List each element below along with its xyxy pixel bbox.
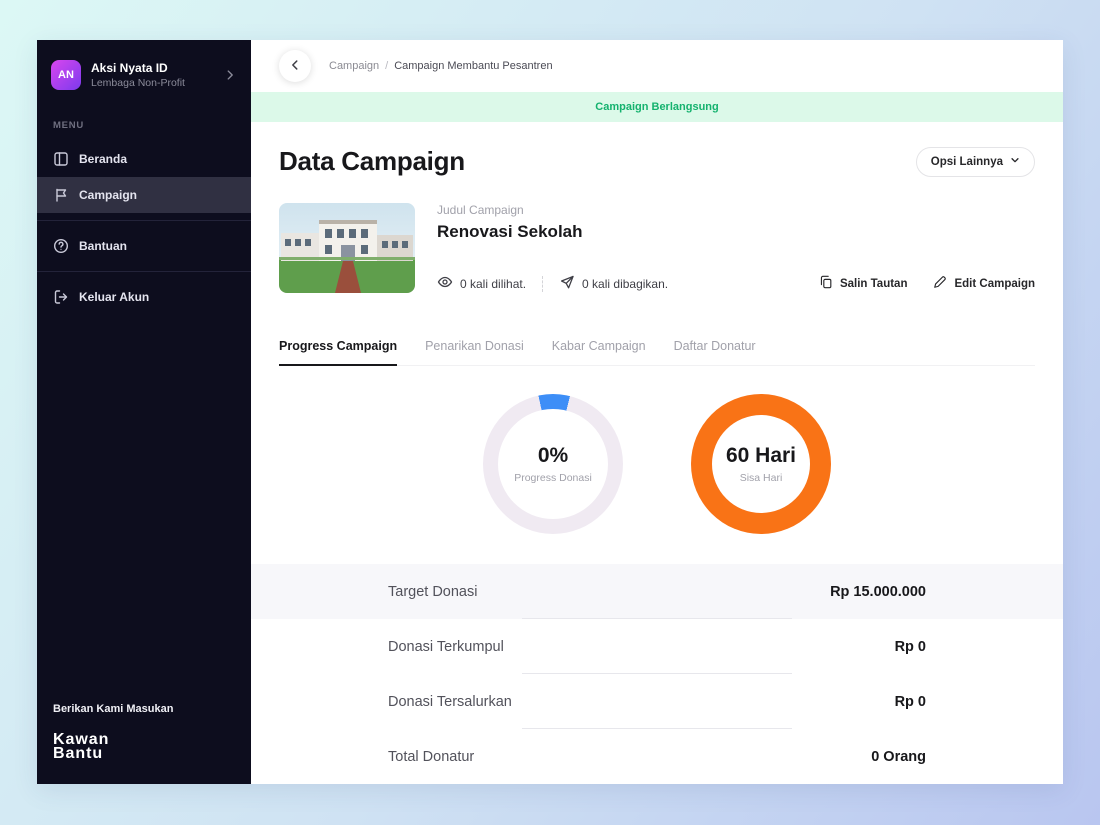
breadcrumb-current: Campaign Membantu Pesantren <box>394 60 552 72</box>
days-value: 60 Hari <box>726 444 796 468</box>
stat-value: Rp 15.000.000 <box>830 584 926 600</box>
org-name: Aksi Nyata ID <box>91 61 213 75</box>
org-subtitle: Lembaga Non-Profit <box>91 77 213 89</box>
edit-campaign-button[interactable]: Edit Campaign <box>933 275 1035 292</box>
stat-value: Rp 0 <box>895 694 926 710</box>
tab-progress-campaign[interactable]: Progress Campaign <box>279 339 397 366</box>
menu-section-label: MENU <box>37 120 251 131</box>
options-button[interactable]: Opsi Lainnya <box>916 147 1035 177</box>
views-text: 0 kali dilihat. <box>460 277 526 291</box>
stat-label: Donasi Terkumpul <box>388 639 504 655</box>
tab-penarikan-donasi[interactable]: Penarikan Donasi <box>425 339 524 366</box>
campaign-title-label: Judul Campaign <box>437 203 1035 217</box>
copy-link-button[interactable]: Salin Tautan <box>819 275 908 292</box>
kawanbantu-logo: Kawan Bantu <box>53 733 235 762</box>
topbar: Campaign / Campaign Membantu Pesantren <box>251 40 1063 92</box>
campaign-title: Renovasi Sekolah <box>437 222 1035 242</box>
copy-link-label: Salin Tautan <box>840 278 908 290</box>
sidebar-item-beranda[interactable]: Beranda <box>37 141 251 177</box>
progress-donut-center: 0% Progress Donasi <box>498 409 608 519</box>
sidebar-divider <box>37 220 251 221</box>
sidebar-item-campaign[interactable]: Campaign <box>37 177 251 213</box>
copy-icon <box>819 275 833 292</box>
title-row: Data Campaign Opsi Lainnya <box>279 146 1035 177</box>
stat-label: Total Donatur <box>388 749 474 765</box>
progress-donut-chart: 0% Progress Donasi <box>483 394 623 534</box>
stat-value: Rp 0 <box>895 639 926 655</box>
eye-icon <box>437 274 453 293</box>
breadcrumb: Campaign / Campaign Membantu Pesantren <box>329 60 553 72</box>
dashboard-icon <box>53 151 69 167</box>
progress-label: Progress Donasi <box>514 472 592 484</box>
org-meta: Aksi Nyata ID Lembaga Non-Profit <box>91 61 213 89</box>
main-panel: Campaign / Campaign Membantu Pesantren C… <box>251 40 1063 784</box>
shares-stat: 0 kali dibagikan. <box>559 274 668 293</box>
tab-bar: Progress Campaign Penarikan Donasi Kabar… <box>279 339 1035 366</box>
campaign-thumbnail <box>279 203 415 293</box>
logo-line-2: Bantu <box>53 747 235 762</box>
donation-stats-table: Target Donasi Rp 15.000.000 Donasi Terku… <box>251 564 1063 784</box>
days-label: Sisa Hari <box>740 472 783 484</box>
org-switcher[interactable]: AN Aksi Nyata ID Lembaga Non-Profit <box>37 54 251 96</box>
chevron-right-icon <box>223 68 237 82</box>
tab-kabar-campaign[interactable]: Kabar Campaign <box>552 339 646 366</box>
desktop-background: AN Aksi Nyata ID Lembaga Non-Profit MENU… <box>0 0 1100 825</box>
views-stat: 0 kali dilihat. <box>437 274 526 293</box>
chevron-left-icon <box>288 58 302 75</box>
table-row: Target Donasi Rp 15.000.000 <box>251 564 1063 619</box>
sidebar-item-label: Beranda <box>79 152 127 166</box>
sidebar-divider <box>37 271 251 272</box>
sidebar-item-label: Campaign <box>79 188 137 202</box>
options-button-label: Opsi Lainnya <box>931 156 1003 168</box>
breadcrumb-campaign[interactable]: Campaign <box>329 60 379 72</box>
campaign-actions: Salin Tautan Edit Campaign <box>819 275 1035 292</box>
campaign-summary: Judul Campaign Renovasi Sekolah 0 kali d… <box>279 203 1035 293</box>
share-icon <box>559 274 575 293</box>
campaign-icon <box>53 187 69 203</box>
feedback-link[interactable]: Berikan Kami Masukan <box>53 703 235 715</box>
sidebar-item-label: Keluar Akun <box>79 290 149 304</box>
logout-icon <box>53 289 69 305</box>
sidebar-item-keluar-akun[interactable]: Keluar Akun <box>37 279 251 315</box>
progress-value: 0% <box>538 444 568 468</box>
back-button[interactable] <box>279 50 311 82</box>
tab-daftar-donatur[interactable]: Daftar Donatur <box>674 339 756 366</box>
stat-label: Donasi Tersalurkan <box>388 694 512 710</box>
breadcrumb-separator: / <box>385 60 388 72</box>
chevron-down-icon <box>1010 155 1020 168</box>
campaign-stats-line: 0 kali dilihat. 0 kali dibagikan. <box>437 274 1035 293</box>
app-window: AN Aksi Nyata ID Lembaga Non-Profit MENU… <box>37 40 1063 784</box>
page-title: Data Campaign <box>279 146 465 177</box>
pencil-icon <box>933 275 947 292</box>
table-row: Donasi Tersalurkan Rp 0 <box>251 674 1063 729</box>
org-avatar: AN <box>51 60 81 90</box>
table-row: Donasi Terkumpul Rp 0 <box>251 619 1063 674</box>
sidebar-item-bantuan[interactable]: Bantuan <box>37 228 251 264</box>
shares-text: 0 kali dibagikan. <box>582 277 668 291</box>
stat-value: 0 Orang <box>871 749 926 765</box>
days-remaining-donut-chart: 60 Hari Sisa Hari <box>691 394 831 534</box>
vertical-divider <box>542 276 543 292</box>
content: Data Campaign Opsi Lainnya <box>251 122 1063 784</box>
campaign-info: Judul Campaign Renovasi Sekolah 0 kali d… <box>437 203 1035 293</box>
status-banner: Campaign Berlangsung <box>251 92 1063 122</box>
help-icon <box>53 238 69 254</box>
stat-label: Target Donasi <box>388 584 477 600</box>
sidebar: AN Aksi Nyata ID Lembaga Non-Profit MENU… <box>37 40 251 784</box>
days-donut-center: 60 Hari Sisa Hari <box>712 415 810 513</box>
sidebar-nav: Beranda Campaign Bantuan <box>37 141 251 315</box>
sidebar-footer: Berikan Kami Masukan Kawan Bantu <box>37 703 251 784</box>
sidebar-item-label: Bantuan <box>79 239 127 253</box>
table-row: Total Donatur 0 Orang <box>251 729 1063 784</box>
charts-section: 0% Progress Donasi 60 Hari Sisa Hari <box>279 394 1035 534</box>
edit-campaign-label: Edit Campaign <box>954 278 1035 290</box>
